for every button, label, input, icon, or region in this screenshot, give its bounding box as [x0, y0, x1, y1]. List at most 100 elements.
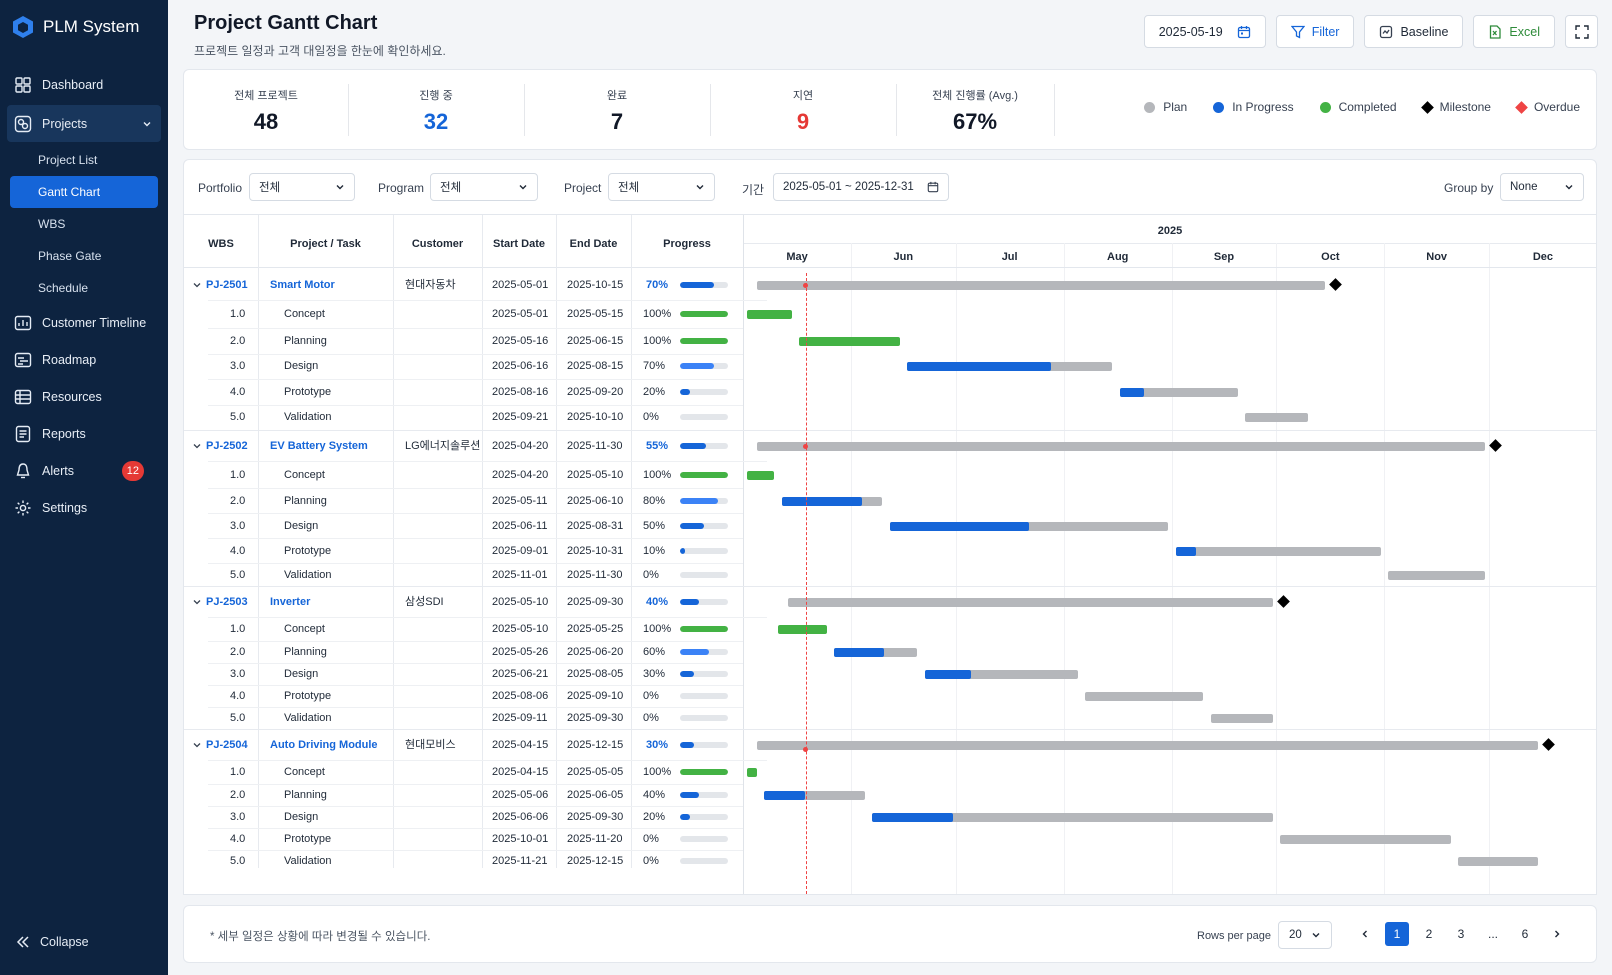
task-plan-bar[interactable]: [872, 813, 1273, 822]
date-picker[interactable]: 2025-05-19: [1143, 15, 1266, 48]
program-select[interactable]: 전체: [430, 173, 538, 201]
sidebar-item-alerts[interactable]: Alerts 12: [0, 452, 168, 489]
task-completed-bar[interactable]: [747, 768, 757, 777]
task-plan-bar[interactable]: [1175, 546, 1381, 556]
project-plan-bar[interactable]: [757, 741, 1538, 750]
task-progress-bar-gantt[interactable]: [924, 669, 971, 679]
task-start: 2025-10-01: [492, 833, 549, 845]
task-plan-bar[interactable]: [1458, 857, 1538, 866]
filter-label: Filter: [1311, 24, 1340, 39]
subnav-item-gantt-chart[interactable]: Gantt Chart: [10, 176, 158, 208]
project-progress-value: 55%: [646, 440, 669, 452]
task-wbs: 5.0: [230, 410, 246, 423]
task-plan-bar[interactable]: [924, 669, 1078, 679]
task-progress-bar-gantt[interactable]: [1175, 546, 1197, 556]
sidebar-item-resources[interactable]: Resources: [0, 378, 168, 415]
page-button-1[interactable]: 1: [1385, 922, 1409, 946]
task-progress-bar-gantt[interactable]: [872, 813, 953, 822]
portfolio-label: Portfolio: [198, 181, 243, 195]
milestone-icon[interactable]: [1489, 439, 1503, 452]
subnav-item-schedule[interactable]: Schedule: [38, 281, 89, 295]
legend-label: Overdue: [1533, 100, 1580, 114]
sidebar-item-projects[interactable]: Projects: [7, 105, 161, 142]
excel-button[interactable]: Excel: [1473, 15, 1555, 48]
expand-toggle-icon[interactable]: [192, 441, 202, 451]
project-progress-value: 40%: [646, 596, 669, 608]
groupby-select[interactable]: None: [1500, 173, 1584, 201]
next-page-button[interactable]: [1545, 922, 1569, 946]
chevron-down-icon: [1312, 933, 1320, 938]
project-select[interactable]: 전체: [608, 173, 715, 201]
sidebar-item-label: Customer Timeline: [42, 315, 147, 330]
baseline-button[interactable]: Baseline: [1364, 15, 1464, 48]
period-picker[interactable]: 2025-05-01 ~ 2025-12-31: [773, 173, 949, 201]
reports-icon: [15, 425, 31, 442]
task-plan-bar[interactable]: [1085, 691, 1204, 701]
row-divider: [208, 640, 743, 642]
sidebar-item-dashboard[interactable]: Dashboard: [0, 66, 168, 103]
project-end: 2025-10-15: [567, 279, 624, 291]
project-plan-bar[interactable]: [757, 442, 1486, 451]
project-customer: 현대모비스: [405, 739, 456, 751]
brand[interactable]: PLM System: [0, 0, 168, 54]
rows-per-page-select[interactable]: 20: [1278, 921, 1332, 949]
sidebar-item-roadmap[interactable]: Roadmap: [0, 341, 168, 378]
task-progress-bar-gantt[interactable]: [764, 791, 805, 800]
project-name[interactable]: Auto Driving Module: [270, 739, 378, 751]
legend-item-in-progress: In Progress: [1213, 100, 1294, 114]
expand-toggle-icon[interactable]: [192, 280, 202, 290]
task-plan-bar[interactable]: [1210, 713, 1273, 723]
filter-button[interactable]: Filter: [1275, 15, 1355, 48]
project-plan-bar[interactable]: [788, 598, 1273, 607]
page-button-2[interactable]: 2: [1425, 927, 1433, 941]
project-name[interactable]: Smart Motor: [270, 279, 335, 291]
legend: Plan In Progress Completed Milestone Overdue: [1144, 100, 1580, 114]
task-completed-bar[interactable]: [799, 336, 900, 346]
task-plan-bar[interactable]: [889, 521, 1169, 531]
expand-toggle-icon[interactable]: [192, 740, 202, 750]
task-plan-bar[interactable]: [764, 791, 865, 800]
task-completed-bar[interactable]: [747, 309, 792, 319]
collapse-button[interactable]: Collapse: [16, 935, 89, 949]
subnav-item-wbs[interactable]: WBS: [38, 217, 66, 231]
task-plan-bar[interactable]: [1245, 412, 1308, 422]
project-id: PJ-2502: [206, 440, 248, 452]
task-completed-bar[interactable]: [747, 470, 775, 480]
fullscreen-button[interactable]: [1565, 15, 1598, 48]
progress-fill: [680, 599, 700, 605]
month-gridline: [1171, 243, 1173, 894]
task-plan-bar[interactable]: [1280, 835, 1451, 844]
task-plan-bar[interactable]: [1388, 570, 1486, 580]
sidebar-item-settings[interactable]: Settings: [0, 489, 168, 526]
projects-icon: [14, 115, 32, 132]
project-plan-bar[interactable]: [757, 281, 1326, 290]
task-completed-bar[interactable]: [778, 624, 827, 634]
sidebar-item-reports[interactable]: Reports: [0, 415, 168, 452]
milestone-icon[interactable]: [1329, 278, 1342, 291]
task-progress-bar-gantt[interactable]: [781, 496, 863, 506]
page-button-3[interactable]: 3: [1457, 927, 1465, 941]
task-start: 2025-08-06: [492, 689, 549, 702]
page-button-6[interactable]: 6: [1521, 927, 1529, 941]
prev-page-button[interactable]: [1353, 922, 1377, 946]
portfolio-select[interactable]: 전체: [249, 173, 355, 201]
task-progress-value: 0%: [643, 410, 659, 423]
project-id: PJ-2501: [206, 279, 248, 291]
task-plan-bar[interactable]: [1119, 387, 1238, 397]
expand-toggle-icon[interactable]: [192, 597, 202, 607]
milestone-icon[interactable]: [1276, 595, 1290, 608]
subnav-item-project-list[interactable]: Project List: [38, 153, 98, 167]
task-progress-bar: [680, 648, 728, 655]
subnav-item-phase-gate[interactable]: Phase Gate: [38, 249, 102, 263]
milestone-icon[interactable]: [1541, 738, 1555, 751]
project-name[interactable]: EV Battery System: [270, 440, 368, 452]
project-name[interactable]: Inverter: [270, 596, 311, 608]
task-progress-bar-gantt[interactable]: [834, 647, 885, 657]
task-progress-bar-gantt[interactable]: [889, 521, 1030, 531]
task-wbs: 2.0: [230, 494, 246, 507]
task-progress-bar-gantt[interactable]: [1119, 387, 1144, 397]
legend-item-milestone: Milestone: [1420, 100, 1491, 114]
groupby-value: None: [1510, 181, 1538, 193]
task-progress-bar-gantt[interactable]: [907, 362, 1051, 372]
sidebar-item-customer-timeline[interactable]: Customer Timeline: [0, 304, 168, 341]
